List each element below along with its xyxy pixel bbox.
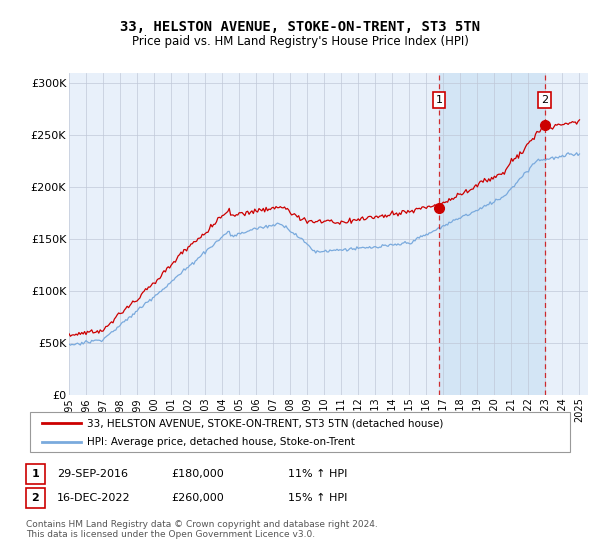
Text: 16-DEC-2022: 16-DEC-2022 (57, 493, 131, 503)
Text: HPI: Average price, detached house, Stoke-on-Trent: HPI: Average price, detached house, Stok… (87, 437, 355, 446)
Text: 2: 2 (32, 493, 39, 503)
Text: Price paid vs. HM Land Registry's House Price Index (HPI): Price paid vs. HM Land Registry's House … (131, 35, 469, 48)
Text: 33, HELSTON AVENUE, STOKE-ON-TRENT, ST3 5TN (detached house): 33, HELSTON AVENUE, STOKE-ON-TRENT, ST3 … (87, 418, 443, 428)
Text: 11% ↑ HPI: 11% ↑ HPI (288, 469, 347, 479)
Text: 2: 2 (541, 95, 548, 105)
Text: 1: 1 (32, 469, 39, 479)
Text: 15% ↑ HPI: 15% ↑ HPI (288, 493, 347, 503)
Text: 33, HELSTON AVENUE, STOKE-ON-TRENT, ST3 5TN: 33, HELSTON AVENUE, STOKE-ON-TRENT, ST3 … (120, 20, 480, 34)
Text: 1: 1 (436, 95, 443, 105)
Bar (439, 73, 545, 395)
Text: 29-SEP-2016: 29-SEP-2016 (57, 469, 128, 479)
Text: Contains HM Land Registry data © Crown copyright and database right 2024.
This d: Contains HM Land Registry data © Crown c… (26, 520, 377, 539)
Text: £260,000: £260,000 (171, 493, 224, 503)
Text: £180,000: £180,000 (171, 469, 224, 479)
